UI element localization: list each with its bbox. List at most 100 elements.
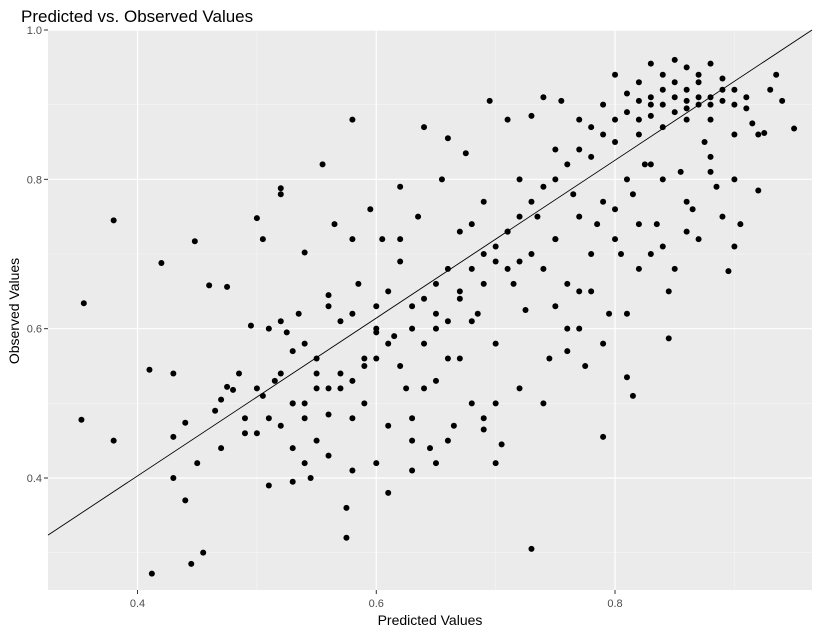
data-point <box>779 97 786 104</box>
data-point <box>576 325 583 332</box>
data-point <box>379 236 386 243</box>
data-point <box>283 329 290 336</box>
data-point <box>468 400 475 407</box>
data-point <box>247 322 254 329</box>
y-axis-title: Observed Values <box>6 258 22 364</box>
chart-title: Predicted vs. Observed Values <box>21 7 253 26</box>
data-point <box>612 206 619 213</box>
data-point <box>534 213 541 220</box>
data-point <box>695 79 702 86</box>
data-point <box>582 363 589 369</box>
data-point <box>148 570 155 577</box>
data-point <box>409 325 416 332</box>
data-point <box>397 236 404 243</box>
data-point <box>182 497 189 504</box>
minor-gridlines <box>48 30 812 590</box>
data-point <box>492 243 499 250</box>
data-point <box>647 101 654 108</box>
data-point <box>241 430 248 437</box>
data-point <box>737 221 744 228</box>
x-tick-label: 0.8 <box>607 598 622 610</box>
data-point <box>110 437 117 444</box>
data-point <box>635 79 642 86</box>
data-point <box>671 56 678 63</box>
data-point <box>194 460 201 467</box>
data-point <box>665 335 672 342</box>
data-point <box>755 187 762 194</box>
data-point <box>432 460 439 467</box>
data-point <box>373 325 380 332</box>
data-point <box>230 386 237 393</box>
data-point <box>623 310 630 317</box>
data-point <box>480 426 487 433</box>
data-point <box>421 124 428 131</box>
data-point <box>516 213 523 220</box>
data-point <box>259 236 266 243</box>
data-point <box>552 146 559 153</box>
y-tick-label: 0.8 <box>27 174 42 186</box>
data-point <box>516 176 523 183</box>
data-point <box>564 348 571 355</box>
data-point <box>331 221 338 228</box>
data-point <box>397 363 404 369</box>
data-point <box>576 288 583 295</box>
data-point <box>462 150 469 157</box>
plot-panel <box>48 30 812 590</box>
data-point <box>403 385 410 392</box>
data-point <box>349 415 356 422</box>
data-point <box>301 249 308 256</box>
data-point <box>647 161 654 168</box>
data-point <box>707 153 714 160</box>
data-point <box>456 288 463 295</box>
data-point <box>409 467 416 474</box>
data-point <box>474 310 481 317</box>
data-point <box>289 445 296 452</box>
data-point <box>528 545 535 552</box>
data-point <box>540 183 547 190</box>
y-tick-label: 0.6 <box>27 324 42 336</box>
data-point <box>432 280 439 287</box>
data-point <box>623 109 630 116</box>
y-axis-ticks: 0.4 0.6 0.8 1.0 <box>27 25 48 485</box>
data-point <box>110 217 117 224</box>
data-point <box>653 221 660 228</box>
data-point <box>80 300 87 307</box>
data-point <box>158 259 165 266</box>
data-point <box>719 75 726 82</box>
data-point <box>438 176 445 183</box>
data-point <box>385 489 392 496</box>
data-point <box>265 482 272 489</box>
data-point <box>373 355 380 362</box>
x-axis-title: Predicted Values <box>378 612 483 628</box>
data-point <box>277 318 284 325</box>
data-point <box>313 437 320 444</box>
data-point <box>492 460 499 467</box>
data-point <box>629 392 636 399</box>
data-point <box>444 265 451 272</box>
data-point <box>456 355 463 362</box>
data-point <box>432 377 439 384</box>
data-point <box>635 131 642 138</box>
data-point <box>647 112 654 119</box>
data-point <box>373 460 380 467</box>
data-point <box>385 288 392 295</box>
data-point <box>498 441 505 448</box>
data-point <box>588 251 595 257</box>
x-tick-label: 0.4 <box>130 598 145 610</box>
data-point <box>683 86 690 93</box>
data-point <box>313 370 320 377</box>
data-point <box>313 385 320 392</box>
data-point <box>301 415 308 422</box>
data-point <box>588 288 595 295</box>
data-point <box>707 168 714 175</box>
data-point <box>707 60 714 67</box>
data-point <box>206 282 213 289</box>
data-point <box>367 206 374 213</box>
data-point <box>623 90 630 97</box>
data-point <box>773 71 780 78</box>
data-point <box>224 283 231 290</box>
data-point <box>540 400 547 407</box>
data-point <box>731 243 738 250</box>
data-point <box>361 400 368 407</box>
